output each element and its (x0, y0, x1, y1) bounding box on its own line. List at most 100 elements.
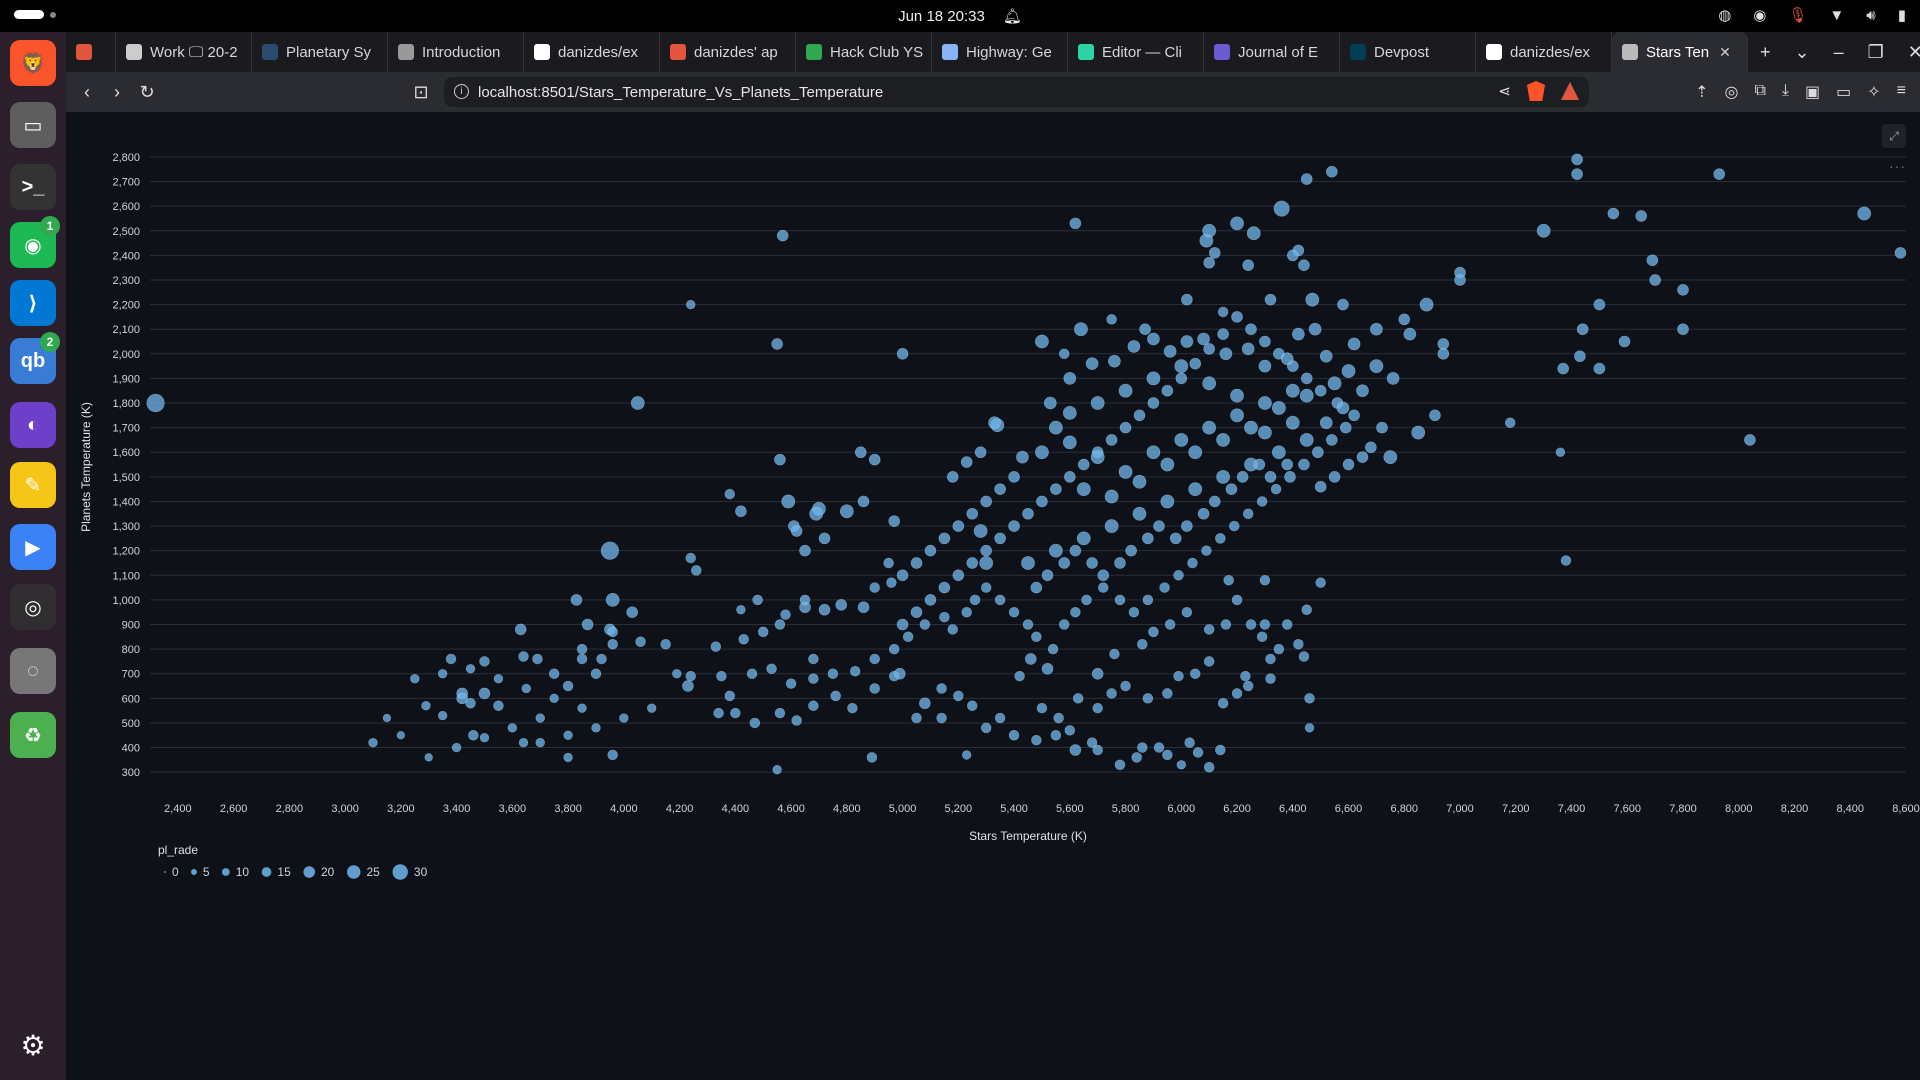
scatter-point[interactable] (1259, 574, 1271, 586)
scatter-point[interactable] (1031, 631, 1042, 643)
scatter-point[interactable] (1341, 364, 1356, 378)
scatter-point[interactable] (478, 687, 491, 700)
scatter-point[interactable] (685, 670, 696, 682)
scatter-point[interactable] (626, 606, 639, 618)
scatter-point[interactable] (973, 524, 988, 538)
scatter-point[interactable] (1299, 433, 1314, 447)
scatter-point[interactable] (1242, 508, 1254, 520)
scatter-point[interactable] (1305, 292, 1320, 307)
scatter-point[interactable] (1225, 483, 1238, 495)
scatter-point[interactable] (600, 541, 620, 560)
scatter-point[interactable] (730, 707, 741, 719)
scatter-point[interactable] (818, 532, 831, 545)
scatter-point[interactable] (1208, 495, 1221, 508)
scatter-point[interactable] (1114, 594, 1126, 606)
scatter-point[interactable] (938, 532, 951, 545)
scatter-point[interactable] (1192, 747, 1204, 758)
scatter-point[interactable] (1271, 401, 1286, 415)
scatter-point[interactable] (1300, 372, 1313, 385)
scatter-point[interactable] (1231, 688, 1243, 699)
scatter-point[interactable] (1284, 471, 1296, 483)
scatter-point[interactable] (781, 494, 796, 509)
maximize-button[interactable]: ❐ (1867, 41, 1884, 62)
scatter-point[interactable] (1021, 556, 1035, 570)
dock-brave-icon[interactable]: 🦁 (10, 40, 56, 86)
scatter-point[interactable] (1246, 226, 1261, 241)
scatter-point[interactable] (1220, 619, 1232, 630)
scatter-point[interactable] (1097, 569, 1110, 582)
scatter-point[interactable] (1108, 354, 1121, 368)
scatter-point[interactable] (1571, 153, 1583, 166)
scatter-point[interactable] (774, 707, 786, 719)
scatter-point[interactable] (1326, 434, 1338, 446)
scatter-point[interactable] (1139, 323, 1151, 335)
scatter-point[interactable] (888, 643, 900, 655)
scatter-point[interactable] (445, 653, 457, 665)
scatter-point[interactable] (857, 601, 870, 614)
scatter-point[interactable] (1201, 545, 1212, 556)
scatter-point[interactable] (936, 683, 947, 694)
scatter-point[interactable] (808, 653, 819, 665)
scatter-point[interactable] (1454, 274, 1466, 286)
dock-trash-icon[interactable]: ♻ (10, 712, 56, 758)
scatter-point[interactable] (1132, 474, 1147, 489)
scatter-point[interactable] (1315, 577, 1326, 588)
scatter-point[interactable] (1203, 256, 1215, 269)
scatter-point[interactable] (1258, 425, 1272, 440)
scatter-point[interactable] (757, 626, 769, 638)
scatter-point[interactable] (1273, 643, 1285, 655)
tab-close-icon[interactable]: ✕ (1719, 43, 1731, 60)
scatter-point[interactable] (1744, 434, 1756, 446)
scatter-point[interactable] (1086, 557, 1098, 569)
scatter-point[interactable] (919, 619, 931, 630)
scatter-point[interactable] (1348, 409, 1360, 422)
scatter-point[interactable] (1229, 520, 1240, 532)
scatter-point[interactable] (868, 453, 881, 466)
scatter-point[interactable] (774, 453, 786, 466)
scatter-point[interactable] (1419, 297, 1434, 312)
scatter-point[interactable] (577, 703, 587, 713)
scatter-point[interactable] (1053, 712, 1064, 724)
scatter-point[interactable] (1258, 359, 1272, 373)
browser-tab[interactable]: danizdes/ex (524, 32, 660, 72)
scatter-point[interactable] (1047, 643, 1059, 655)
scatter-point[interactable] (1264, 293, 1277, 306)
scatter-point[interactable] (1231, 594, 1243, 606)
scatter-point[interactable] (980, 495, 992, 508)
scatter-point[interactable] (437, 710, 448, 721)
scatter-point[interactable] (1217, 697, 1229, 709)
scatter-point[interactable] (1574, 350, 1586, 363)
scatter-point[interactable] (1118, 465, 1133, 479)
scatter-point[interactable] (1181, 293, 1193, 306)
scatter-point[interactable] (1273, 200, 1290, 217)
scatter-point[interactable] (1256, 496, 1268, 507)
steam-tray-icon[interactable]: ◍ (1718, 7, 1732, 24)
scatter-point[interactable] (1128, 606, 1140, 618)
scatter-point[interactable] (980, 722, 992, 734)
scatter-point[interactable] (1265, 673, 1276, 684)
scatter-point[interactable] (1411, 425, 1426, 440)
scatter-point[interactable] (1148, 626, 1159, 638)
scatter-point[interactable] (1076, 531, 1091, 546)
scatter-point[interactable] (1403, 327, 1417, 341)
scatter-point[interactable] (1230, 408, 1244, 423)
scatter-point[interactable] (952, 520, 965, 532)
scatter-point[interactable] (953, 690, 964, 702)
scatter-point[interactable] (1016, 450, 1029, 464)
back-button[interactable]: ‹ (84, 81, 90, 102)
scatter-point[interactable] (1197, 507, 1210, 520)
reader-icon[interactable]: ◎ (1724, 84, 1739, 101)
scatter-point[interactable] (808, 700, 819, 711)
scatter-point[interactable] (368, 737, 378, 748)
scatter-point[interactable] (562, 680, 574, 692)
scatter-point[interactable] (1098, 582, 1109, 593)
scatter-point[interactable] (570, 594, 583, 606)
scatter-point[interactable] (1090, 450, 1105, 465)
scatter-point[interactable] (939, 611, 950, 623)
scatter-point[interactable] (1070, 606, 1081, 618)
scatter-point[interactable] (1118, 383, 1133, 398)
scatter-point[interactable] (1119, 421, 1132, 434)
scatter-point[interactable] (1058, 557, 1071, 569)
scatter-point[interactable] (548, 668, 560, 679)
wallet-icon[interactable]: ▭ (1836, 84, 1852, 101)
